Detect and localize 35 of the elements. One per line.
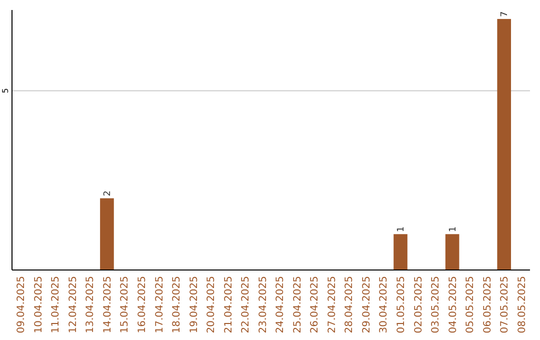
x-tick-label: 28.04.2025 xyxy=(344,276,356,334)
x-tick-label: 05.05.2025 xyxy=(465,276,476,334)
x-tick-label: 21.04.2025 xyxy=(223,276,234,334)
x-tick-label: 30.04.2025 xyxy=(378,276,390,334)
x-tick-label: 04.05.2025 xyxy=(448,276,459,334)
x-tick-label: 29.04.2025 xyxy=(361,276,372,334)
x-tick-label: 10.04.2025 xyxy=(33,276,44,334)
y-tick-label: 5 xyxy=(1,88,10,94)
x-tick-label: 01.05.2025 xyxy=(396,276,407,334)
x-tick-label: 16.04.2025 xyxy=(137,276,148,334)
x-tick-label: 15.04.2025 xyxy=(120,276,131,334)
x-tick-label: 24.04.2025 xyxy=(275,276,286,334)
data-label: 7 xyxy=(500,11,510,17)
x-tick-label: 20.04.2025 xyxy=(206,276,218,334)
x-tick-label: 09.04.2025 xyxy=(16,276,28,334)
x-tick-label: 03.05.2025 xyxy=(430,276,442,334)
x-tick-label: 18.04.2025 xyxy=(172,276,183,334)
x-tick-label: 17.04.2025 xyxy=(154,276,166,334)
x-tick-label: 13.04.2025 xyxy=(85,276,96,334)
x-tick-label: 14.04.2025 xyxy=(102,276,114,334)
data-label: 1 xyxy=(396,226,406,232)
x-tick-label: 08.05.2025 xyxy=(516,276,528,334)
data-label: 1 xyxy=(448,226,458,232)
x-tick-label: 22.04.2025 xyxy=(240,276,252,334)
x-tick-label: 11.04.2025 xyxy=(50,276,62,334)
x-tick-label: 19.04.2025 xyxy=(188,276,200,334)
x-tick-label: 07.05.2025 xyxy=(500,276,511,334)
data-label: 2 xyxy=(102,190,113,196)
x-tick-label: 23.04.2025 xyxy=(258,276,269,334)
x-tick-label: 26.04.2025 xyxy=(310,276,321,334)
x-tick-label: 27.04.2025 xyxy=(326,276,338,334)
x-tick-label: 25.04.2025 xyxy=(292,276,304,334)
x-tick-label: 12.04.2025 xyxy=(68,276,79,334)
x-tick-label: 06.05.2025 xyxy=(482,276,494,334)
x-tick-label: 02.05.2025 xyxy=(413,276,424,334)
